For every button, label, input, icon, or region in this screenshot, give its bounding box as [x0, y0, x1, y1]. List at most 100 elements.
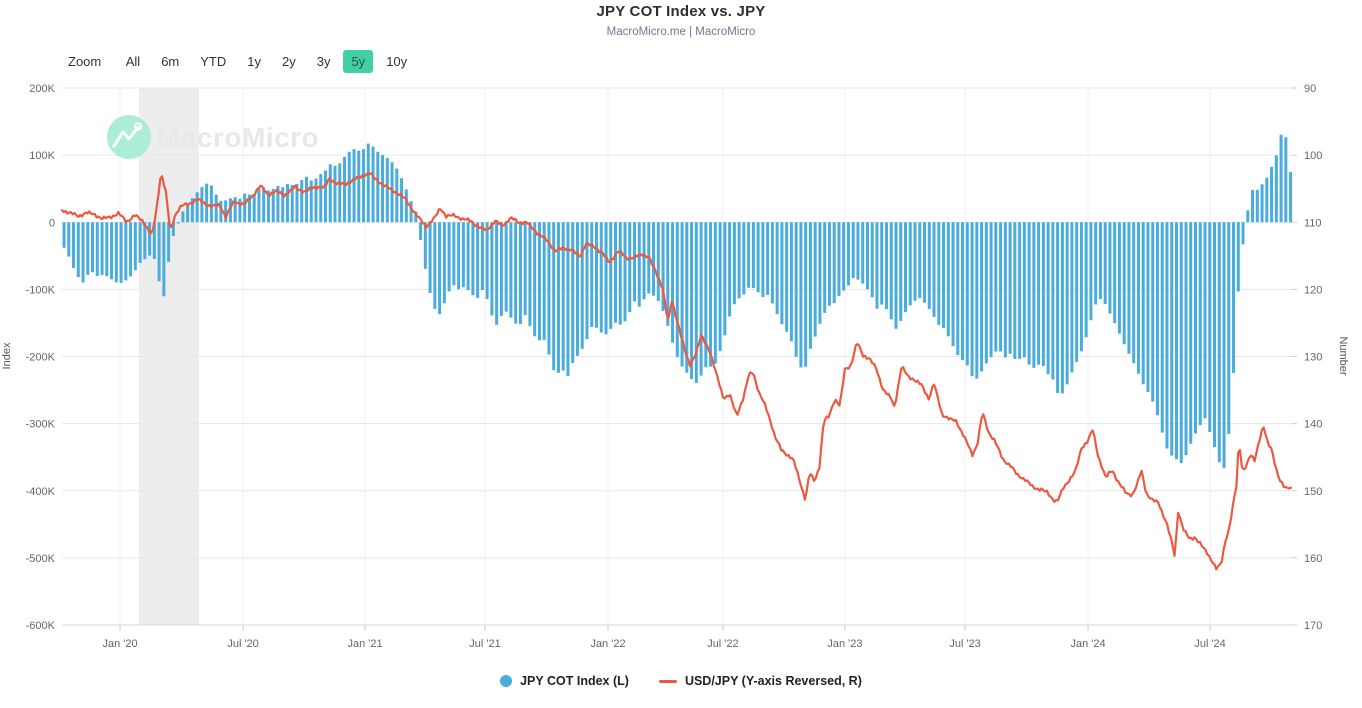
cot-index-bar — [927, 222, 931, 310]
cot-index-bar — [518, 222, 522, 325]
cot-index-bar — [110, 222, 114, 280]
cot-index-bar — [1022, 222, 1026, 358]
cot-index-bar — [376, 151, 380, 223]
cot-index-bar — [780, 222, 784, 325]
cot-index-bar — [837, 222, 841, 296]
y-right-tick-label: 130 — [1304, 352, 1322, 364]
cot-index-bar — [1170, 222, 1174, 456]
cot-index-bar — [419, 222, 423, 240]
cot-index-bar — [200, 187, 204, 223]
cot-index-bar — [794, 222, 798, 357]
x-axis-tick-label: Jan '24 — [1071, 638, 1106, 650]
range-button-10y[interactable]: 10y — [386, 54, 408, 69]
cot-index-bar — [1008, 222, 1012, 354]
cot-index-bar — [271, 188, 275, 223]
y-right-tick-label: 100 — [1304, 150, 1322, 162]
chart-header: JPY COT Index vs. JPY MacroMicro.me | Ma… — [0, 3, 1362, 38]
cot-index-bar — [728, 222, 732, 317]
cot-index-bar — [499, 222, 503, 316]
cot-index-bar — [1117, 222, 1121, 334]
cot-index-bar — [675, 222, 679, 358]
cot-index-bar — [1189, 222, 1193, 444]
cot-index-bar — [314, 178, 318, 223]
cot-index-bar — [1236, 222, 1240, 292]
cot-index-bar — [961, 222, 965, 361]
cot-index-bar — [1018, 222, 1022, 359]
cot-index-bar — [656, 222, 660, 301]
cot-index-bar — [594, 222, 598, 328]
cot-index-bar — [62, 222, 66, 248]
legend-item-1[interactable]: USD/JPY (Y-axis Reversed, R) — [658, 674, 862, 688]
cot-index-bar — [1251, 190, 1255, 223]
cot-index-bar — [756, 222, 760, 293]
cot-index-bar — [357, 150, 361, 223]
range-button-ytd[interactable]: YTD — [200, 54, 227, 69]
cot-index-bar — [865, 222, 869, 290]
range-button-all[interactable]: All — [125, 54, 141, 69]
x-axis-tick-label: Jan '22 — [590, 638, 625, 650]
cot-index-bar — [552, 222, 556, 371]
logo-mountain-glyph — [112, 125, 140, 148]
range-button-5y[interactable]: 5y — [343, 50, 374, 73]
cot-index-bar — [984, 222, 988, 364]
cot-index-bar — [1179, 222, 1183, 464]
cot-index-bar — [1203, 222, 1207, 419]
x-axis-tick-label: Jul '20 — [227, 638, 258, 650]
cot-index-bar — [699, 222, 703, 376]
cot-index-bar — [381, 155, 385, 223]
cot-index-bar — [537, 222, 541, 341]
cot-index-bar — [1155, 222, 1159, 416]
cot-index-bar — [846, 222, 850, 286]
cot-index-bar — [918, 222, 922, 299]
cot-index-bar — [433, 222, 437, 309]
cot-index-bar — [704, 222, 708, 368]
cot-index-bar — [718, 222, 722, 352]
cot-index-bar — [1217, 222, 1221, 463]
cot-index-bar — [404, 189, 408, 223]
cot-index-bar — [328, 164, 332, 223]
cot-index-bar — [395, 168, 399, 223]
y-left-tick-label: -300K — [26, 419, 56, 431]
cot-index-bar — [81, 222, 85, 283]
cot-index-bar — [923, 222, 927, 303]
cot-index-bar — [614, 222, 617, 323]
y-left-tick-label: -400K — [26, 486, 56, 498]
legend-item-0[interactable]: JPY COT Index (L) — [500, 674, 629, 688]
x-axis-tick-label: Jan '20 — [102, 638, 137, 650]
cot-index-bar — [1103, 222, 1107, 305]
cot-index-bar — [266, 190, 270, 223]
cot-index-bar — [205, 183, 209, 223]
cot-index-bar — [100, 222, 104, 276]
legend-label: USD/JPY (Y-axis Reversed, R) — [684, 674, 862, 688]
x-axis-tick-label: Jul '21 — [469, 638, 500, 650]
cot-index-bar — [1051, 222, 1055, 380]
cot-index-bar — [652, 222, 656, 296]
cot-index-bar — [566, 222, 570, 377]
cot-index-bar — [352, 149, 356, 223]
cot-index-bar — [585, 222, 589, 340]
cot-index-bar — [880, 222, 884, 305]
cot-index-bar — [1270, 166, 1274, 223]
cot-index-bar — [1027, 222, 1031, 365]
cot-index-bar — [1075, 222, 1079, 362]
cot-index-bar — [162, 222, 166, 297]
cot-index-bar — [970, 222, 974, 377]
cot-index-bar — [742, 222, 746, 295]
cot-index-bar — [181, 211, 185, 223]
cot-index-bar — [1079, 222, 1083, 352]
cot-index-bar — [1098, 222, 1102, 299]
range-button-2y[interactable]: 2y — [281, 54, 296, 69]
cot-index-bar — [785, 222, 789, 332]
page-subtitle: MacroMicro.me | MacroMicro — [606, 26, 756, 38]
cot-index-bar — [385, 157, 389, 223]
cot-index-bar — [913, 222, 917, 301]
plot-area[interactable] — [62, 88, 1292, 625]
cot-index-bar — [1032, 222, 1036, 368]
cot-index-bar — [956, 222, 960, 355]
range-button-1y[interactable]: 1y — [247, 54, 261, 69]
range-button-3y[interactable]: 3y — [316, 54, 331, 69]
range-button-6m[interactable]: 6m — [161, 54, 180, 69]
cot-index-bar — [799, 222, 803, 368]
